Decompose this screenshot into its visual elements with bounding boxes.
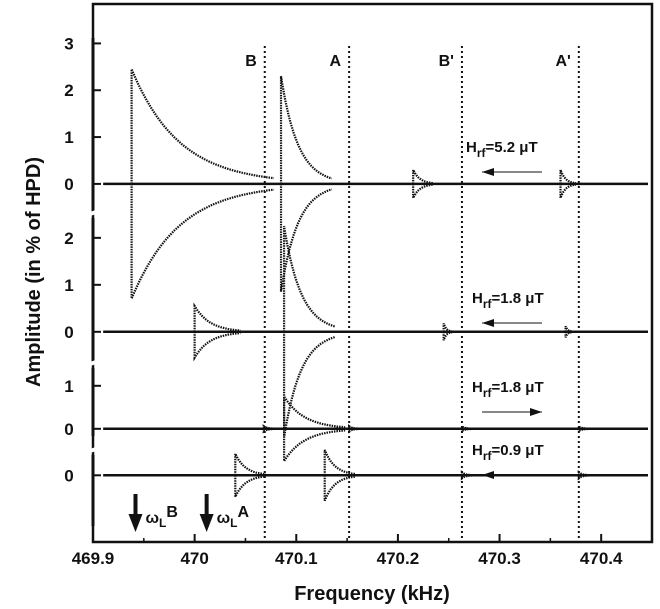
x-tick-label-2: 470.1 xyxy=(275,549,318,568)
trace-lower-1-0 xyxy=(193,331,241,362)
plot-frame xyxy=(91,2,654,544)
trace-lower-0-1 xyxy=(279,183,333,292)
field-label-0: Hrf=5.2 μT xyxy=(466,139,538,160)
field-label-3: Hrf=0.9 μT xyxy=(472,442,544,463)
trace-upper-0-1 xyxy=(279,76,333,184)
marker-label-0: B xyxy=(245,53,257,70)
trace-upper-3-2 xyxy=(460,470,473,477)
sweep-arrow-head-2 xyxy=(530,408,542,416)
trace-lower-2-2 xyxy=(347,427,360,434)
trace-upper-3-3 xyxy=(577,470,589,477)
y-tick-label-2-1: 1 xyxy=(64,377,73,396)
trace-lower-1-1 xyxy=(282,331,336,438)
x-tick-label-4: 470.3 xyxy=(478,549,521,568)
trace-lower-0-2 xyxy=(412,183,434,199)
trace-upper-3-0 xyxy=(234,453,266,476)
trace-upper-1-2 xyxy=(442,323,453,333)
traces xyxy=(103,68,648,502)
x-axis: 469.9 470 470.1 470.2 470.3 470.4 xyxy=(72,534,623,568)
annotations: B A B' A' Hrf=5.2 μT Hrf=1.8 μT Hrf=1.8 μT Hrf=… xyxy=(128,53,571,532)
x-tick-label-5: 470.4 xyxy=(580,549,623,568)
trace-upper-0-0 xyxy=(130,68,275,184)
marker-label-3: A' xyxy=(555,53,570,70)
x-tick-label-3: 470.2 xyxy=(377,549,420,568)
y-tick-label-0-2: 2 xyxy=(64,81,73,100)
trace-lower-1-3 xyxy=(564,331,572,338)
trace-lower-2-4 xyxy=(577,427,589,433)
field-label-1: Hrf=1.8 μT xyxy=(472,290,544,311)
y-axis-break-3 xyxy=(89,447,97,453)
trace-upper-2-2 xyxy=(347,424,360,430)
y-tick-label-1-2: 2 xyxy=(64,229,73,248)
trace-lower-1-2 xyxy=(442,331,453,341)
y-tick-label-3-0: 0 xyxy=(64,466,73,485)
x-axis-title: Frequency (kHz) xyxy=(294,583,450,605)
trace-lower-3-1 xyxy=(323,475,356,502)
trace-upper-0-3 xyxy=(559,169,577,185)
trace-upper-1-1 xyxy=(282,225,336,332)
sweep-arrow-head-1 xyxy=(482,319,494,327)
y-tick-label-1-1: 1 xyxy=(64,276,73,295)
marker-label-2: B' xyxy=(439,53,454,70)
trace-lower-3-3 xyxy=(577,474,589,481)
trace-lower-0-3 xyxy=(559,183,577,199)
y-tick-label-0-3: 3 xyxy=(64,34,73,53)
x-tick-label-1: 470 xyxy=(180,549,208,568)
field-label-2: Hrf=1.8 μT xyxy=(472,379,544,400)
trace-lower-3-2 xyxy=(460,474,473,481)
trace-upper-2-0 xyxy=(262,424,274,430)
trace-lower-3-0 xyxy=(234,475,266,498)
y-tick-label-2-0: 0 xyxy=(64,420,73,439)
y-tick-label-1-0: 0 xyxy=(64,323,73,342)
y-axes: 0 1 2 3 0 1 2 0 1 0 xyxy=(64,34,101,526)
y-tick-label-0-1: 1 xyxy=(64,128,73,147)
trace-upper-1-0 xyxy=(193,302,241,332)
y-axis-break-1 xyxy=(89,210,97,216)
trace-lower-0-0 xyxy=(130,183,275,300)
omega-label-1: ωLA xyxy=(217,504,250,530)
y-axis-title: Amplitude (in % of HPD) xyxy=(23,157,45,387)
marker-label-1: A xyxy=(330,53,342,70)
trace-upper-0-2 xyxy=(412,169,434,185)
trace-lower-2-1 xyxy=(282,428,346,465)
trace-upper-2-1 xyxy=(282,392,346,429)
trace-lower-2-3 xyxy=(460,427,473,433)
y-axis-break-2 xyxy=(89,360,97,366)
trace-lower-2-0 xyxy=(262,427,274,434)
omega-label-0: ωLB xyxy=(145,504,177,530)
omega-arrow-head-1 xyxy=(199,514,214,532)
sweep-arrow-head-0 xyxy=(482,168,494,176)
omega-arrow-head-0 xyxy=(128,514,143,532)
trace-upper-1-3 xyxy=(564,325,572,333)
trace-upper-3-1 xyxy=(323,449,356,476)
sweep-arrow-head-3 xyxy=(482,471,494,479)
y-tick-label-0-0: 0 xyxy=(64,175,73,194)
x-tick-label-0: 469.9 xyxy=(72,549,115,568)
